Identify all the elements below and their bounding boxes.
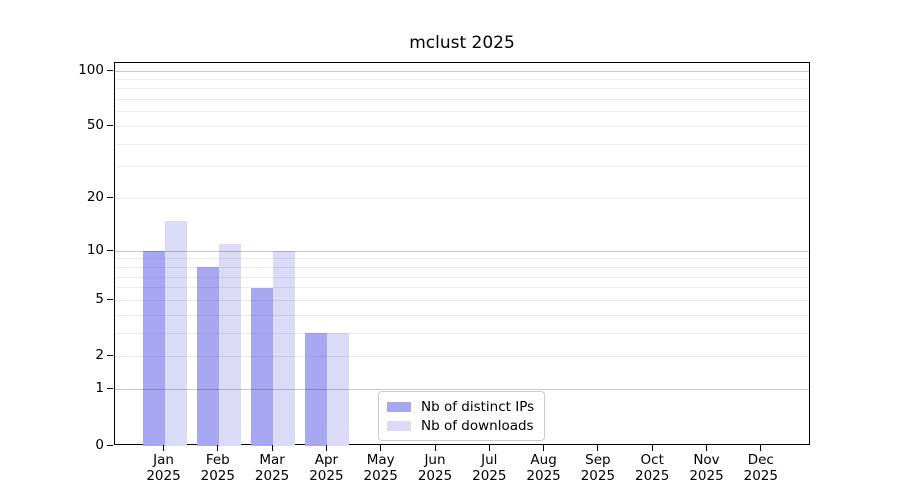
x-tick-label-apr: Apr 2025 — [298, 452, 354, 484]
x-tick-oct — [651, 445, 653, 451]
x-tick-label-jun: Jun 2025 — [407, 452, 463, 484]
legend-swatch-distinct-ips — [387, 401, 411, 412]
x-tick-label-oct: Oct 2025 — [624, 452, 680, 484]
x-label-month: Nov — [693, 452, 720, 468]
x-label-month: Oct — [640, 452, 664, 468]
x-tick-label-jul: Jul 2025 — [461, 452, 517, 484]
gridline-minor-7 — [115, 276, 809, 278]
x-tick-dec — [760, 445, 762, 451]
x-label-year: 2025 — [689, 468, 724, 484]
x-label-month: Feb — [205, 452, 230, 468]
x-label-month: Aug — [530, 452, 557, 468]
gridline-minor-2 — [115, 356, 809, 358]
y-tick-label-1: 1 — [95, 380, 104, 397]
gridline-major-1 — [115, 389, 809, 391]
y-tick-20 — [107, 197, 113, 199]
x-label-month: Dec — [747, 452, 774, 468]
x-label-year: 2025 — [200, 468, 235, 484]
legend-item-distinct-ips: Nb of distinct IPs — [387, 397, 534, 416]
x-label-month: Mar — [259, 452, 285, 468]
x-tick-may — [380, 445, 382, 451]
legend: Nb of distinct IPs Nb of downloads — [378, 391, 546, 441]
y-tick-0 — [107, 444, 113, 446]
y-tick-label-5: 5 — [95, 290, 104, 307]
y-tick-label-100: 100 — [78, 61, 104, 78]
bar-nb-of-distinct-ips-mar — [251, 287, 274, 446]
legend-label-downloads: Nb of downloads — [421, 417, 534, 434]
x-tick-label-jan: Jan 2025 — [136, 452, 192, 484]
gridline-minor-8 — [115, 266, 809, 268]
x-tick-jan — [163, 445, 164, 451]
x-label-month: Apr — [314, 452, 339, 468]
x-tick-feb — [217, 445, 219, 451]
x-tick-label-feb: Feb 2025 — [190, 452, 246, 484]
x-label-year: 2025 — [743, 468, 778, 484]
grid-layer — [115, 63, 809, 444]
x-label-month: Sep — [585, 452, 611, 468]
gridline-minor-90 — [115, 78, 809, 80]
gridline-minor-40 — [115, 143, 809, 145]
x-label-month: Jan — [153, 452, 174, 468]
plot-area: Nb of distinct IPs Nb of downloads — [114, 62, 810, 446]
x-tick-label-may: May 2025 — [353, 452, 409, 484]
x-label-month: May — [366, 452, 395, 468]
gridline-major-10 — [115, 250, 809, 252]
y-tick-10 — [107, 249, 113, 251]
x-tick-nov — [706, 445, 707, 451]
gridline-major-100 — [115, 70, 809, 72]
x-tick-label-nov: Nov 2025 — [679, 452, 735, 484]
x-tick-jun — [434, 445, 436, 451]
x-tick-sep — [597, 445, 599, 451]
y-tick-50 — [107, 125, 113, 127]
x-label-month: Jul — [481, 452, 498, 468]
y-tick-label-20: 20 — [86, 189, 104, 206]
legend-item-downloads: Nb of downloads — [387, 416, 534, 435]
gridline-minor-9 — [115, 258, 809, 260]
gridline-minor-6 — [115, 287, 809, 289]
y-tick-label-10: 10 — [86, 241, 104, 258]
gridline-minor-30 — [115, 166, 809, 168]
x-tick-label-sep: Sep 2025 — [570, 452, 626, 484]
y-tick-2 — [107, 355, 113, 357]
y-tick-1 — [107, 388, 113, 390]
x-tick-label-mar: Mar 2025 — [244, 452, 300, 484]
y-tick-label-0: 0 — [95, 436, 104, 453]
x-label-year: 2025 — [526, 468, 561, 484]
x-label-year: 2025 — [309, 468, 344, 484]
gridline-minor-50 — [115, 126, 809, 128]
x-tick-mar — [271, 445, 273, 451]
legend-label-distinct-ips: Nb of distinct IPs — [421, 398, 535, 415]
x-label-year: 2025 — [472, 468, 507, 484]
x-tick-jul — [488, 445, 490, 451]
gridline-minor-60 — [115, 111, 809, 113]
y-tick-100 — [107, 69, 113, 71]
gridline-minor-5 — [115, 299, 809, 301]
x-label-year: 2025 — [580, 468, 616, 484]
gridline-minor-70 — [115, 99, 809, 101]
x-label-year: 2025 — [635, 468, 670, 484]
bar-nb-of-distinct-ips-jan — [142, 251, 165, 446]
y-tick-label-50: 50 — [86, 117, 104, 134]
x-label-year: 2025 — [254, 468, 290, 484]
x-tick-apr — [325, 445, 327, 451]
gridline-minor-4 — [115, 314, 809, 316]
bar-nb-of-downloads-mar — [273, 251, 296, 446]
y-tick-5 — [107, 298, 113, 300]
x-tick-label-aug: Aug 2025 — [516, 452, 572, 484]
x-label-year: 2025 — [146, 468, 181, 484]
bar-nb-of-downloads-feb — [218, 244, 241, 446]
gridline-minor-3 — [115, 332, 809, 334]
x-label-year: 2025 — [363, 468, 398, 484]
gridline-minor-20 — [115, 198, 809, 200]
legend-swatch-downloads — [387, 420, 411, 431]
y-tick-label-2: 2 — [95, 347, 104, 364]
x-tick-aug — [543, 445, 545, 451]
x-label-year: 2025 — [417, 468, 453, 484]
x-tick-label-dec: Dec 2025 — [733, 452, 789, 484]
gridline-minor-80 — [115, 88, 809, 90]
chart-title: mclust 2025 — [409, 33, 515, 53]
x-label-month: Jun — [424, 452, 446, 468]
